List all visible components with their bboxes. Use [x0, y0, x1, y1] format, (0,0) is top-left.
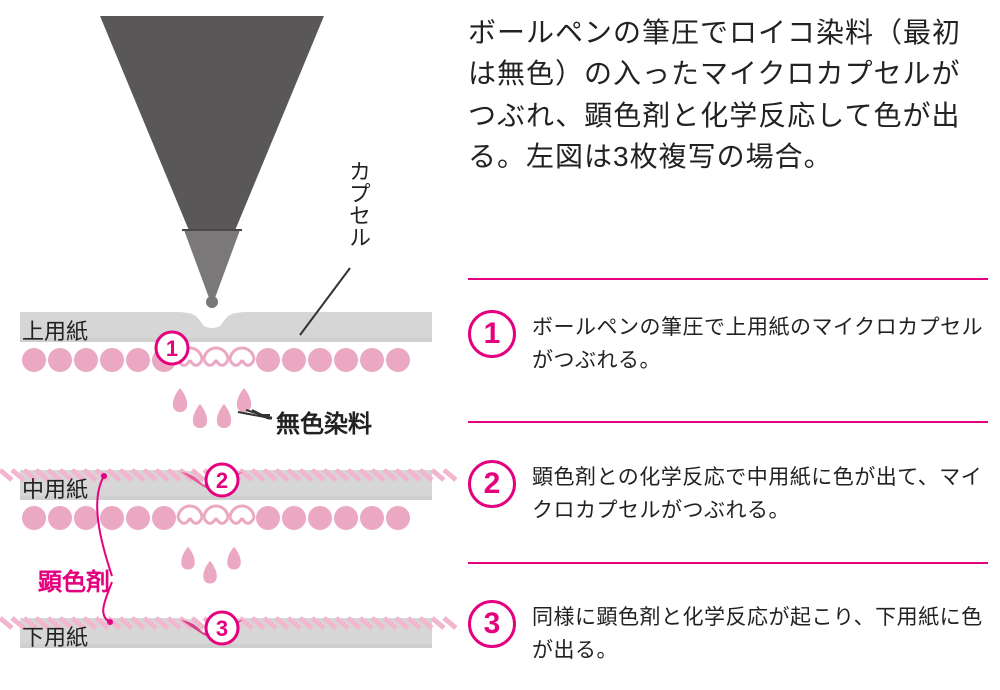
divider-rule — [468, 562, 988, 564]
svg-text:1: 1 — [166, 336, 178, 361]
divider-rule — [468, 278, 988, 280]
step-number-badge: 3 — [468, 600, 516, 648]
label-bottom-paper: 下用紙 — [22, 620, 88, 652]
svg-text:3: 3 — [216, 616, 228, 641]
divider-rule — [468, 421, 988, 423]
step-number-badge: 2 — [468, 460, 516, 508]
label-middle-paper: 中用紙 — [22, 472, 88, 504]
label-capsule: カプセル — [342, 160, 374, 248]
step-text: 同様に顕色剤と化学反応が起こり、下用紙に色が出る。 — [532, 600, 988, 667]
step-number-badge: 1 — [468, 310, 516, 358]
step-row: 2 顕色剤との化学反応で中用紙に色が出て、マイクロカプセルがつぶれる。 — [468, 460, 988, 527]
step-row: 3 同様に顕色剤と化学反応が起こり、下用紙に色が出る。 — [468, 600, 988, 667]
label-developer: 顕色剤 — [38, 562, 110, 597]
step-text: ボールペンの筆圧で上用紙のマイクロカプセルがつぶれる。 — [532, 310, 988, 377]
label-colorless-dye: 無色染料 — [276, 404, 372, 439]
label-top-paper: 上用紙 — [22, 314, 88, 346]
step-row: 1 ボールペンの筆圧で上用紙のマイクロカプセルがつぶれる。 — [468, 310, 988, 377]
intro-paragraph: ボールペンの筆圧でロイコ染料（最初は無色）の入ったマイクロカプセルがつぶれ、顕色… — [468, 12, 988, 178]
step-text: 顕色剤との化学反応で中用紙に色が出て、マイクロカプセルがつぶれる。 — [532, 460, 988, 527]
svg-text:2: 2 — [216, 468, 228, 493]
